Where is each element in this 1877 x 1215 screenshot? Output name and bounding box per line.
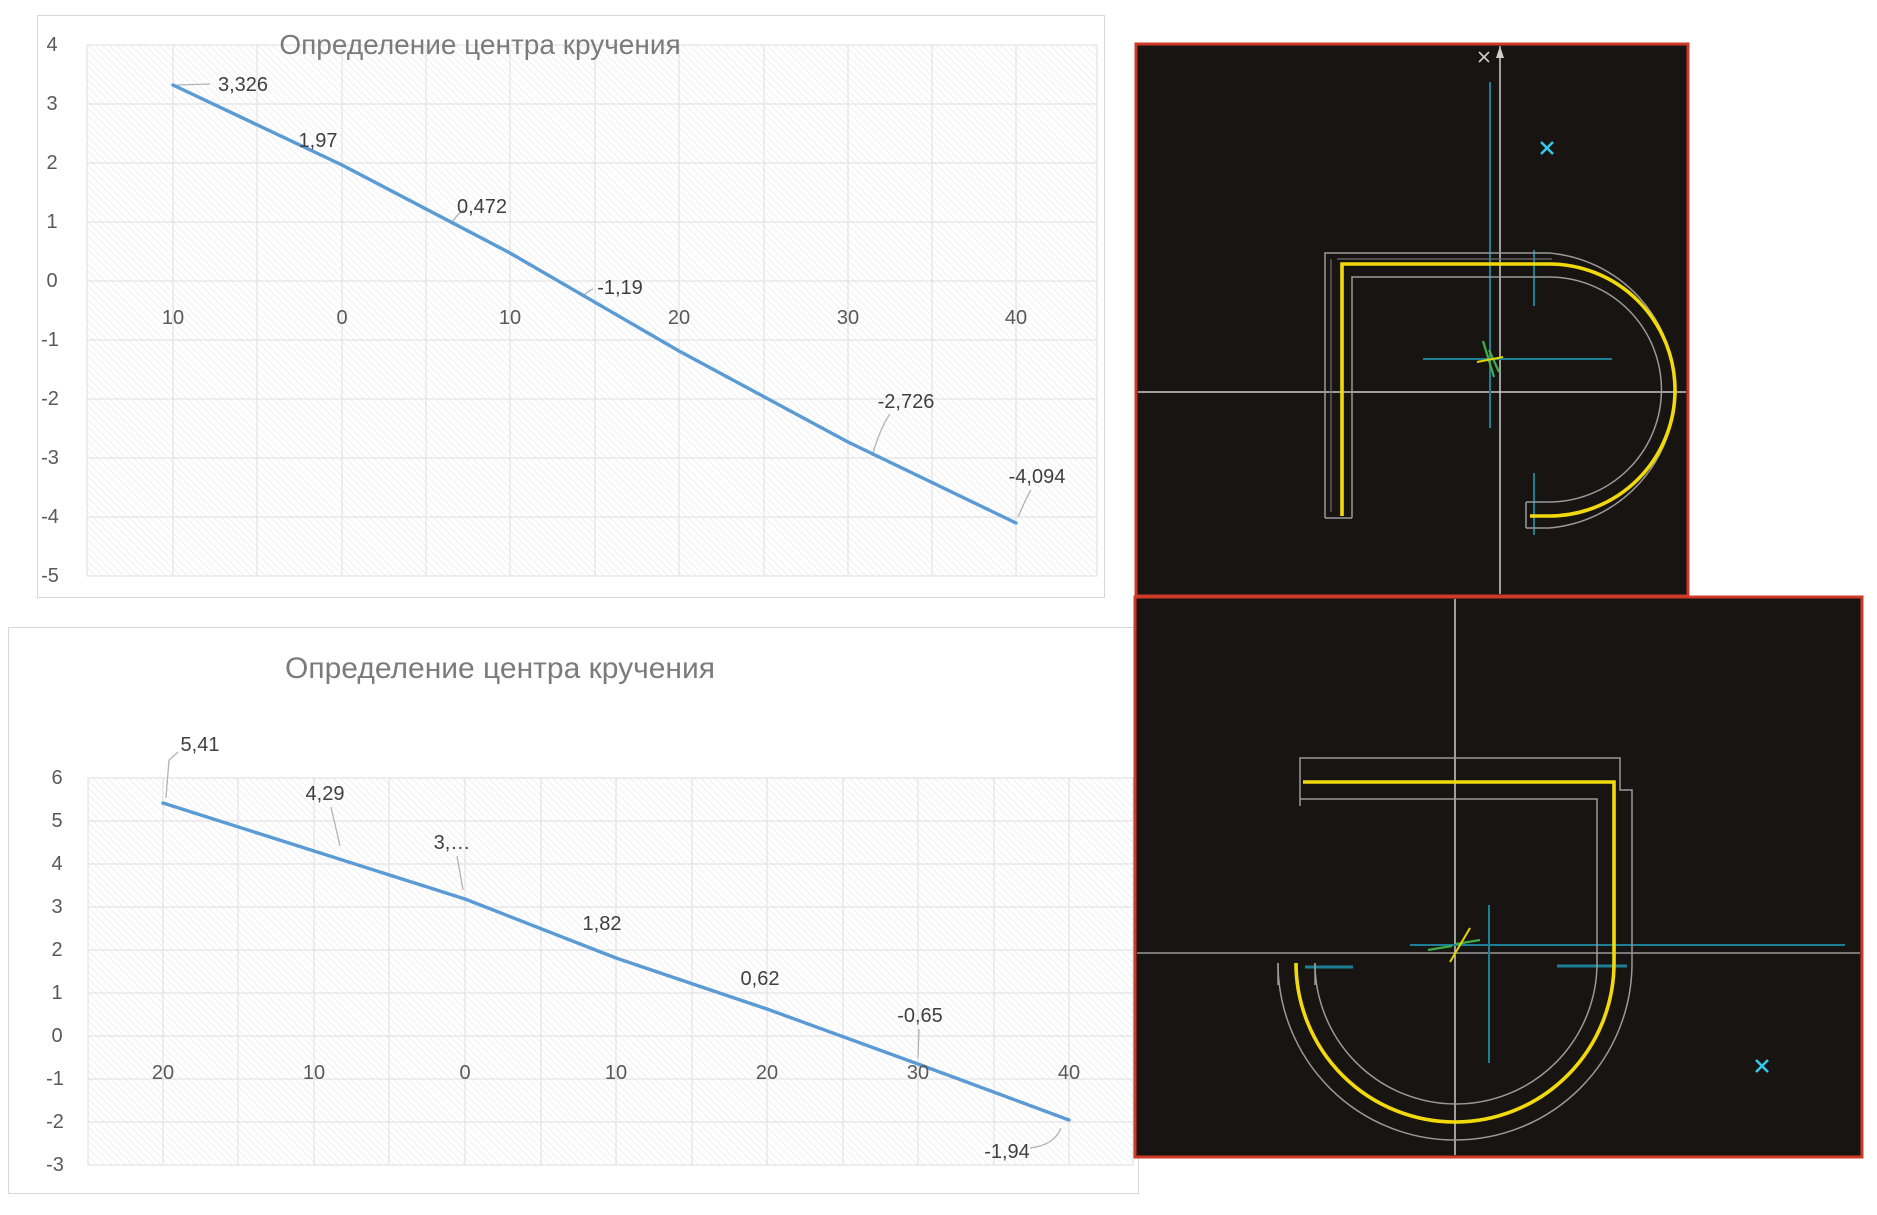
chart1-data-label: -2,726 [877, 391, 935, 413]
chart2-data-label: -1,94 [984, 1141, 1030, 1163]
chart1-plot-area [86, 44, 1098, 577]
cad-panel-bottom[interactable] [1133, 595, 1864, 1159]
center-mark [1427, 927, 1481, 963]
chart2-plot-area [87, 751, 1134, 1166]
chart2-ytick: 3 [51, 896, 63, 918]
chart2-ytick: 6 [51, 767, 63, 789]
chart2-gridlines [88, 778, 1133, 1165]
chart1-ytick: -5 [41, 565, 59, 587]
chart2-xtick: 0 [459, 1062, 471, 1084]
chart2-data-label: 3,… [433, 832, 471, 854]
chart2-xtick: 40 [1057, 1062, 1081, 1084]
chart2-data-label: 5,41 [180, 734, 220, 756]
chart1-data-label: 3,326 [217, 74, 269, 96]
chart1-data-label: 1,97 [298, 130, 338, 152]
chart1-data-label: 0,472 [456, 196, 508, 218]
chart1-xtick: 0 [336, 307, 348, 329]
chart1-xtick: 10 [161, 307, 185, 329]
center-mark [1476, 340, 1504, 378]
chart2-ytick: 0 [51, 1025, 63, 1047]
chart1-ytick: 3 [46, 93, 58, 115]
chart1-xtick: 40 [1004, 307, 1028, 329]
chart2-xtick: 20 [755, 1062, 779, 1084]
section-profile-line [1294, 780, 1616, 1124]
chart1-xtick: 30 [836, 307, 860, 329]
chart1-xtick: 10 [498, 307, 522, 329]
chart2-data-label: 0,62 [740, 968, 780, 990]
chart1-data-label: -1,19 [597, 277, 643, 299]
chart1-ytick: -3 [41, 447, 59, 469]
chart1-ytick: 2 [46, 152, 58, 174]
chart2-title: Определение центра кручения [285, 652, 715, 685]
point-marker-icon [1540, 141, 1554, 155]
chart2-ytick: 2 [51, 939, 63, 961]
chart1-ytick: -1 [41, 329, 59, 351]
point-marker-icon [1755, 1059, 1769, 1073]
chart2-xtick: 20 [151, 1062, 175, 1084]
chart1-ytick: 1 [46, 211, 58, 233]
chart2-xtick: 10 [604, 1062, 628, 1084]
section-profile-line [1340, 262, 1677, 518]
chart2-ytick: 5 [51, 810, 63, 832]
chart2-ytick: 4 [51, 853, 63, 875]
chart2-xtick: 30 [906, 1062, 930, 1084]
axis-arrow-icon [1496, 46, 1504, 58]
chart2-ytick: 1 [51, 982, 63, 1004]
chart1-gridlines [87, 45, 1097, 576]
chart1-series-line [171, 83, 1018, 525]
chart1-data-label: -4,094 [1008, 466, 1066, 488]
chart1-ytick: 4 [46, 34, 58, 56]
section-outline [1277, 757, 1633, 1141]
chart2-ytick: -2 [46, 1111, 64, 1133]
chart2-label-leaders [165, 751, 1062, 1149]
chart2-xtick: 10 [302, 1062, 326, 1084]
chart1-ytick: -4 [41, 506, 59, 528]
cad-panel-top[interactable] [1134, 42, 1690, 598]
chart2-series-line [161, 801, 1071, 1122]
chart2-ytick: -1 [46, 1068, 64, 1090]
chart2-data-label: -0,65 [897, 1005, 943, 1027]
axis-cross-icon [1478, 51, 1490, 63]
chart1-title: Определение центра кручения [279, 29, 681, 60]
guide-lines [1423, 82, 1612, 535]
chart1-ytick: 0 [46, 270, 58, 292]
chart2-ytick: -3 [46, 1154, 64, 1176]
chart1-ytick: -2 [41, 388, 59, 410]
chart1-xtick: 20 [667, 307, 691, 329]
chart2-data-label: 4,29 [305, 783, 345, 805]
chart2-data-label: 1,82 [582, 913, 622, 935]
